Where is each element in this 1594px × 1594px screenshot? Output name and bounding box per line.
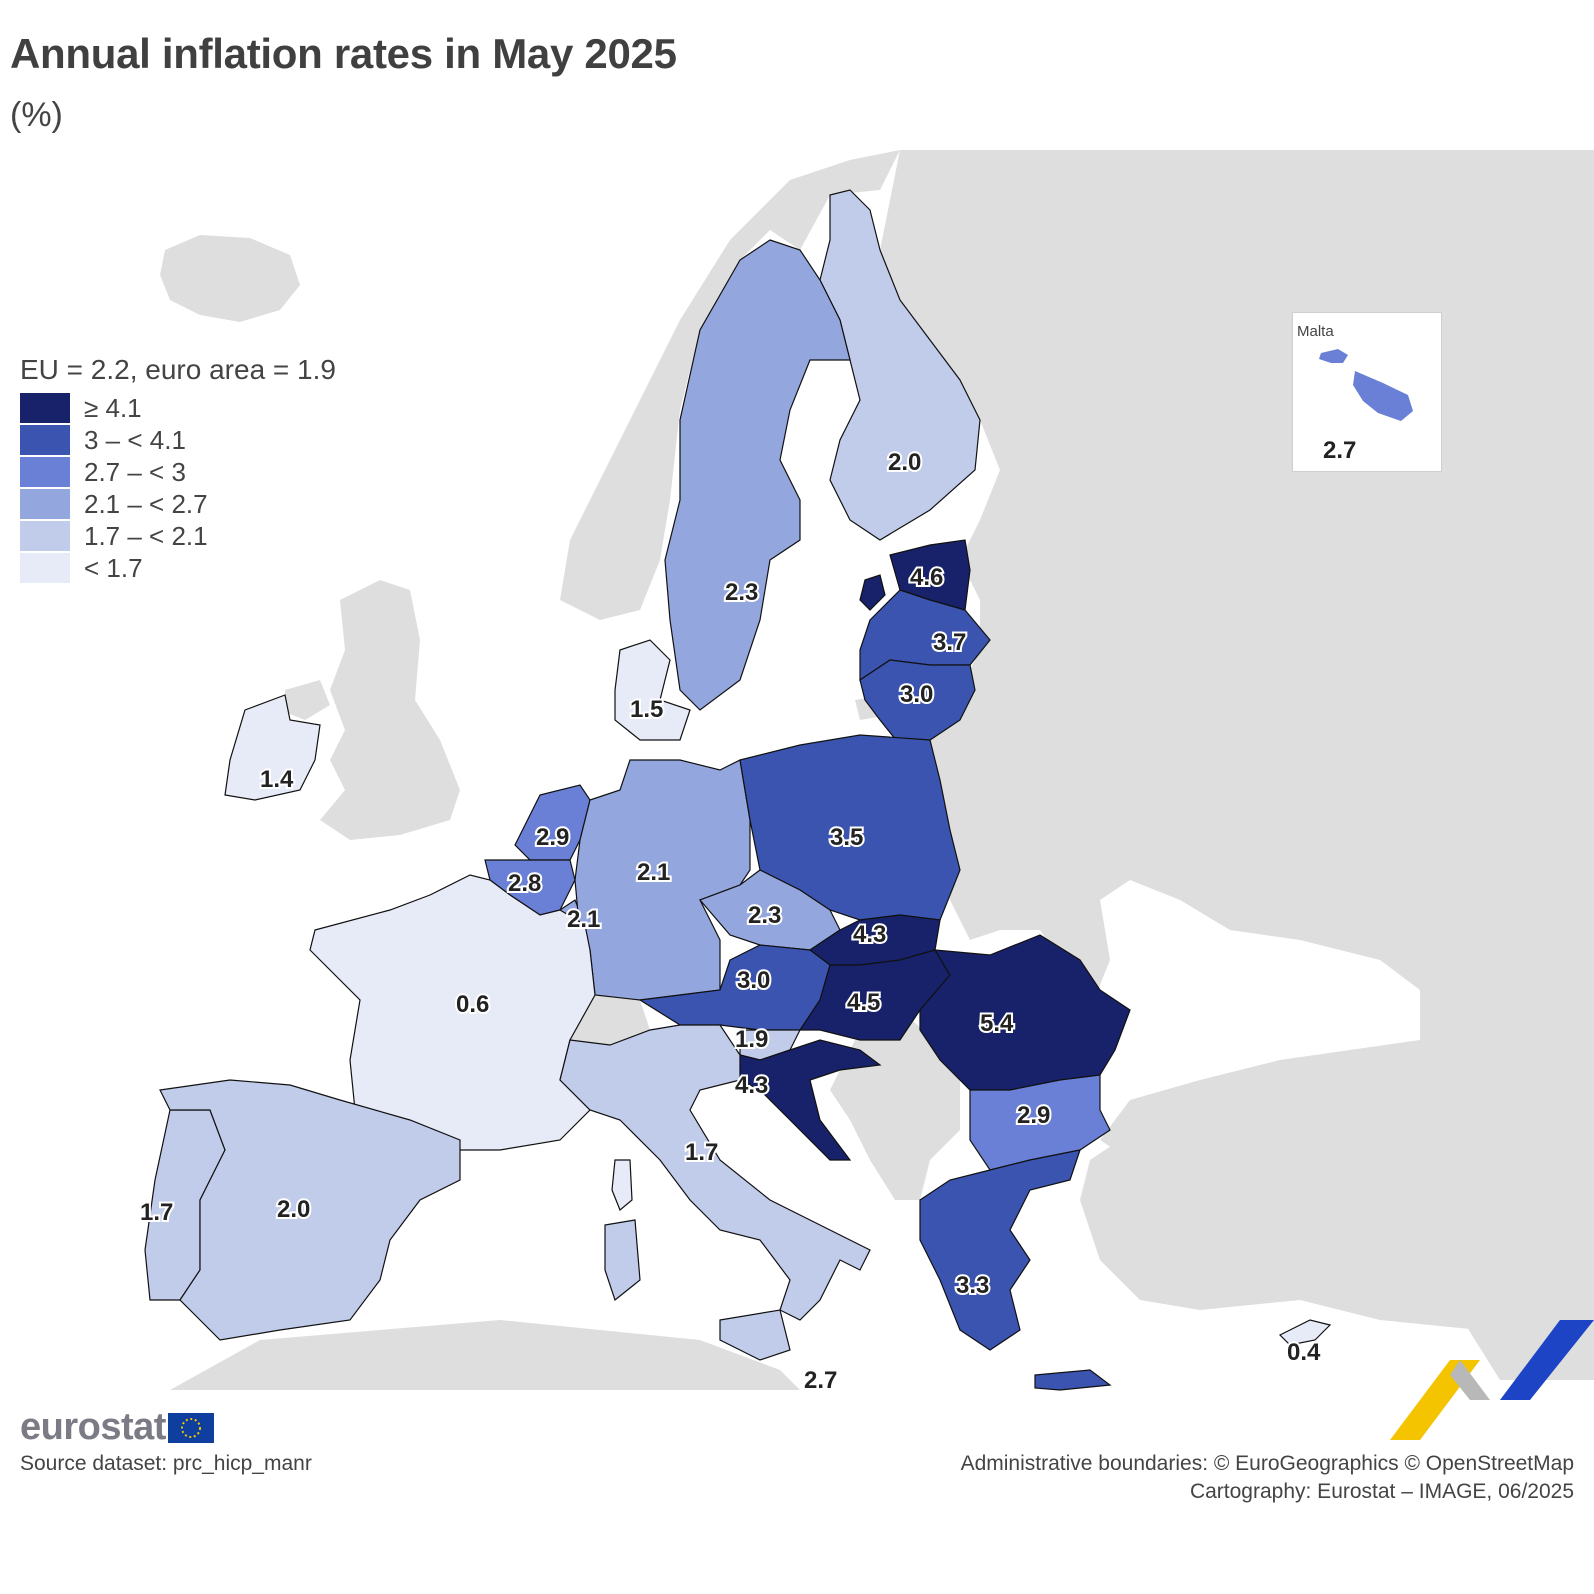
uk-shape	[320, 580, 460, 840]
legend-label: 1.7 – < 2.1	[84, 520, 208, 551]
country-spain	[159, 1079, 461, 1341]
label-poland: 3.5	[830, 824, 863, 851]
legend-row: 3 – < 4.1	[20, 424, 336, 456]
turkey-shape	[1080, 1120, 1560, 1330]
label-greece: 3.3	[956, 1272, 989, 1299]
legend-label: < 1.7	[84, 552, 143, 583]
label-hungary: 4.5	[847, 989, 880, 1016]
eu-countries	[144, 189, 1332, 1391]
country-czechia	[698, 869, 841, 951]
country-cyprus	[1278, 1319, 1332, 1346]
eu-flag-icon	[167, 1412, 214, 1443]
legend-swatch	[20, 521, 70, 551]
label-slovenia: 1.9	[735, 1026, 768, 1053]
label-luxembourg: 2.1	[567, 906, 600, 933]
map-legend: EU = 2.2, euro area = 1.9 ≥ 4.1 3 – < 4.…	[20, 354, 336, 584]
label-finland: 2.0	[888, 449, 921, 476]
country-ireland	[224, 694, 321, 801]
iceland-shape	[160, 235, 300, 322]
country-sweden	[664, 239, 851, 711]
norway-shape	[560, 150, 900, 620]
label-sweden: 2.3	[725, 579, 758, 606]
label-latvia: 3.7	[933, 629, 966, 656]
map-unit: (%)	[10, 96, 63, 134]
northern-ireland-shape	[285, 680, 330, 720]
country-sicily	[719, 1309, 791, 1361]
legend-swatch	[20, 425, 70, 455]
country-netherlands	[514, 784, 591, 861]
legend-row: 1.7 – < 2.1	[20, 520, 336, 552]
label-austria: 3.0	[737, 967, 770, 994]
legend-title: EU = 2.2, euro area = 1.9	[20, 354, 336, 385]
country-hungary	[798, 949, 951, 1041]
country-italy	[559, 1024, 871, 1321]
legend-swatch	[20, 489, 70, 519]
label-portugal: 1.7	[140, 1199, 173, 1226]
malta-shape	[1319, 349, 1413, 421]
country-denmark	[614, 639, 691, 741]
label-ireland: 1.4	[260, 766, 294, 793]
country-corsica	[611, 1159, 633, 1211]
legend-label: ≥ 4.1	[84, 392, 142, 423]
legend-label: 3 – < 4.1	[84, 424, 186, 455]
map-title: Annual inflation rates in May 2025	[10, 30, 677, 77]
inset-title: Malta	[1297, 323, 1334, 340]
label-spain: 2.0	[277, 1196, 310, 1223]
map-credits: Administrative boundaries: © EuroGeograp…	[961, 1450, 1574, 1506]
label-belgium: 2.8	[508, 870, 541, 897]
legend-swatch	[20, 393, 70, 423]
label-malta: 2.7	[804, 1367, 837, 1394]
legend-row: < 1.7	[20, 552, 336, 584]
credits-boundaries: Administrative boundaries: © EuroGeograp…	[960, 1452, 1574, 1475]
country-greece	[919, 1149, 1081, 1351]
logo-text: eurostat	[20, 1406, 166, 1448]
legend-row: 2.7 – < 3	[20, 456, 336, 488]
legend-label: 2.1 – < 2.7	[84, 488, 208, 519]
country-estonia-island	[859, 574, 886, 611]
source-dataset: Source dataset: prc_hicp_manr	[20, 1452, 312, 1475]
label-croatia: 4.3	[735, 1072, 768, 1099]
label-france: 0.6	[456, 991, 489, 1018]
legend-swatch	[20, 553, 70, 583]
country-crete	[1034, 1369, 1112, 1391]
label-denmark: 1.5	[630, 696, 663, 723]
country-sardinia	[604, 1219, 641, 1302]
country-croatia	[739, 1039, 882, 1161]
eurostat-logo: eurostat	[20, 1406, 214, 1449]
legend-row: 2.1 – < 2.7	[20, 488, 336, 520]
country-lithuania	[859, 659, 976, 746]
label-romania: 5.4	[980, 1010, 1014, 1037]
legend-swatch	[20, 457, 70, 487]
label-lithuania: 3.0	[900, 681, 933, 708]
label-czechia: 2.3	[748, 902, 781, 929]
label-bulgaria: 2.9	[1017, 1102, 1050, 1129]
label-estonia: 4.6	[910, 564, 943, 591]
label-italy: 1.7	[685, 1139, 718, 1166]
label-slovakia: 4.3	[853, 921, 886, 948]
value-labels: 2.0 2.3 4.6 3.7 3.0 1.5 1.4 2.9 2.8 2.1 …	[138, 447, 1323, 1396]
credits-cartography: Cartography: Eurostat – IMAGE, 06/2025	[1189, 1480, 1574, 1503]
label-cyprus: 0.4	[1287, 1339, 1321, 1366]
legend-row: ≥ 4.1	[20, 392, 336, 424]
legend-label: 2.7 – < 3	[84, 456, 186, 487]
malta-inset: Malta 2.7	[1292, 312, 1442, 472]
eurostat-chevron-icon	[1390, 1320, 1594, 1440]
label-germany: 2.1	[637, 859, 670, 886]
label-netherlands: 2.9	[536, 824, 569, 851]
north-africa-shape	[170, 1320, 800, 1390]
country-bulgaria	[969, 1074, 1111, 1171]
inset-value: 2.7	[1323, 437, 1357, 464]
